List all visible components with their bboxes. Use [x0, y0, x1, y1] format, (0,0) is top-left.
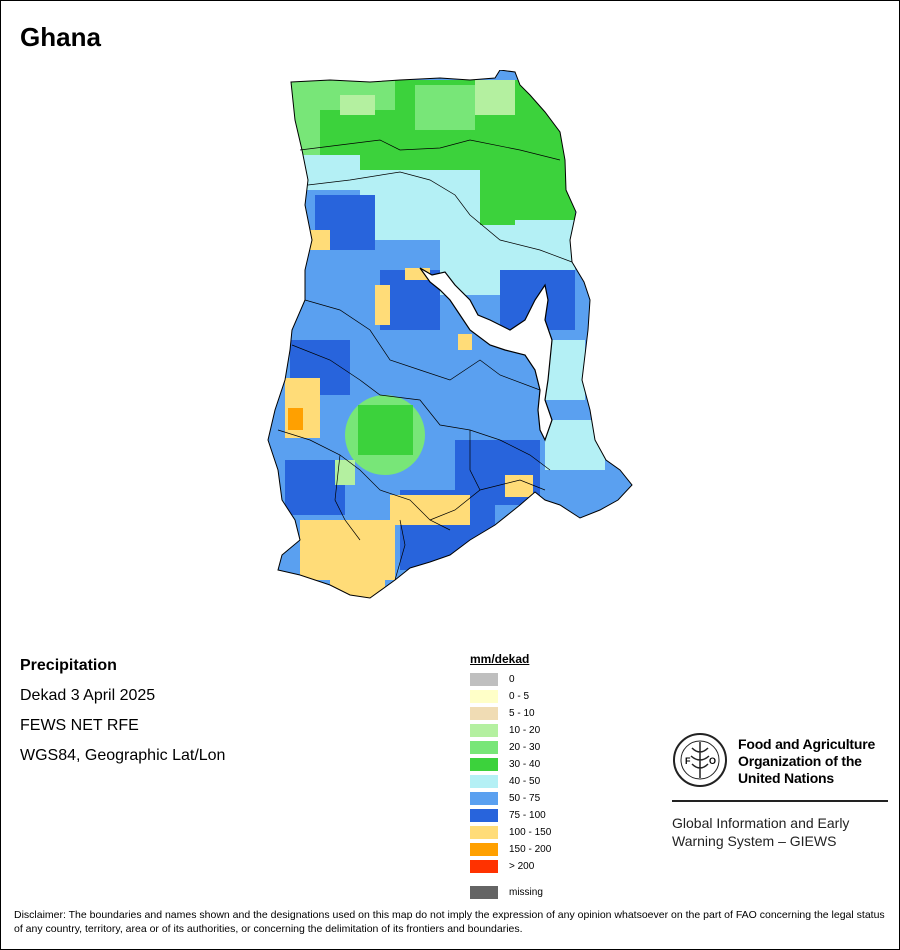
rain-class-40-50 [300, 155, 360, 190]
legend-row: 5 - 10 [470, 705, 551, 722]
map-title: Ghana [20, 22, 101, 52]
rain-class-100-150 [375, 285, 390, 325]
fao-name: Food and Agriculture Organization of the… [738, 736, 875, 787]
legend-row: 10 - 20 [470, 722, 551, 739]
legend-row: 150 - 200 [470, 841, 551, 858]
legend-swatch [470, 690, 498, 703]
rain-class-100-150 [330, 560, 385, 598]
legend-label: 30 - 40 [509, 759, 541, 770]
rain-class-30-40 [358, 405, 413, 455]
legend-row: 75 - 100 [470, 807, 551, 824]
legend-row: 100 - 150 [470, 824, 551, 841]
legend-row: 50 - 75 [470, 790, 551, 807]
legend-label-missing: missing [509, 887, 543, 898]
legend-swatch [470, 741, 498, 754]
region-boundaries [277, 139, 573, 581]
org-line-3: United Nations [738, 770, 834, 786]
source-label: FEWS NET RFE [20, 717, 139, 734]
legend-row: 0 - 5 [470, 688, 551, 705]
projection-label: WGS84, Geographic Lat/Lon [20, 747, 226, 764]
legend-missing: missing [470, 886, 543, 899]
rain-class-100-150 [310, 230, 330, 250]
legend-swatch [470, 860, 498, 873]
country-boundary [267, 70, 633, 599]
legend-row: 30 - 40 [470, 756, 551, 773]
logo-letter-o: O [709, 756, 716, 766]
map-info: Precipitation Dekad 3 April 2025 FEWS NE… [20, 656, 225, 776]
legend-row: > 200 [470, 858, 551, 875]
legend-label: 0 - 5 [509, 691, 530, 702]
org-line-2: Organization of the [738, 753, 862, 769]
period-label: Dekad 3 April 2025 [20, 687, 156, 704]
rain-class-20-30 [415, 85, 475, 130]
rain-class-10-20 [475, 80, 515, 115]
fao-logo-icon: F O [673, 733, 727, 787]
system-line-1: Global Information and Early [672, 815, 850, 831]
legend-row: 40 - 50 [470, 773, 551, 790]
legend-swatch [470, 843, 498, 856]
logo-letter-f: F [685, 756, 691, 766]
rain-class-100-150 [390, 495, 470, 525]
legend-label: > 200 [509, 861, 535, 872]
precipitation-map [267, 70, 633, 599]
rain-class-40-50 [545, 420, 605, 470]
disclaimer: Disclaimer: The boundaries and names sho… [14, 909, 885, 935]
legend-label: 150 - 200 [509, 844, 552, 855]
legend-label: 10 - 20 [509, 725, 541, 736]
legend-label: 5 - 10 [509, 708, 535, 719]
legend-swatch [470, 792, 498, 805]
rain-class-10-20 [335, 460, 355, 485]
legend-swatch [470, 826, 498, 839]
legend-swatch [470, 775, 498, 788]
legend-swatch-missing [470, 886, 498, 899]
legend-label: 0 [509, 674, 515, 685]
legend-swatch [470, 673, 498, 686]
legend-label: 100 - 150 [509, 827, 552, 838]
legend-label: 50 - 75 [509, 793, 541, 804]
rain-class-100-150 [458, 334, 472, 350]
rain-class-100-150 [505, 475, 533, 497]
legend-label: 40 - 50 [509, 776, 541, 787]
giews-name: Global Information and Early Warning Sys… [672, 814, 888, 850]
legend: mm/dekad 0 0 - 5 5 - 10 10 - 20 20 - 30 30 - … [470, 652, 551, 875]
legend-title: mm/dekad [470, 652, 530, 666]
legend-swatch [470, 707, 498, 720]
legend-swatch [470, 724, 498, 737]
org-line-1: Food and Agriculture [738, 736, 876, 752]
legend-label: 20 - 30 [509, 742, 541, 753]
branding-divider [672, 800, 888, 802]
legend-row: 20 - 30 [470, 739, 551, 756]
legend-label: 75 - 100 [509, 810, 546, 821]
lake-volta [419, 267, 553, 442]
legend-swatch [470, 758, 498, 771]
legend-swatch [470, 809, 498, 822]
system-line-2: Warning System – GIEWS [672, 833, 837, 849]
legend-row: 0 [470, 671, 551, 688]
variable-label: Precipitation [20, 657, 117, 674]
rain-class-150-200 [288, 408, 303, 430]
rain-class-10-20 [340, 95, 375, 115]
